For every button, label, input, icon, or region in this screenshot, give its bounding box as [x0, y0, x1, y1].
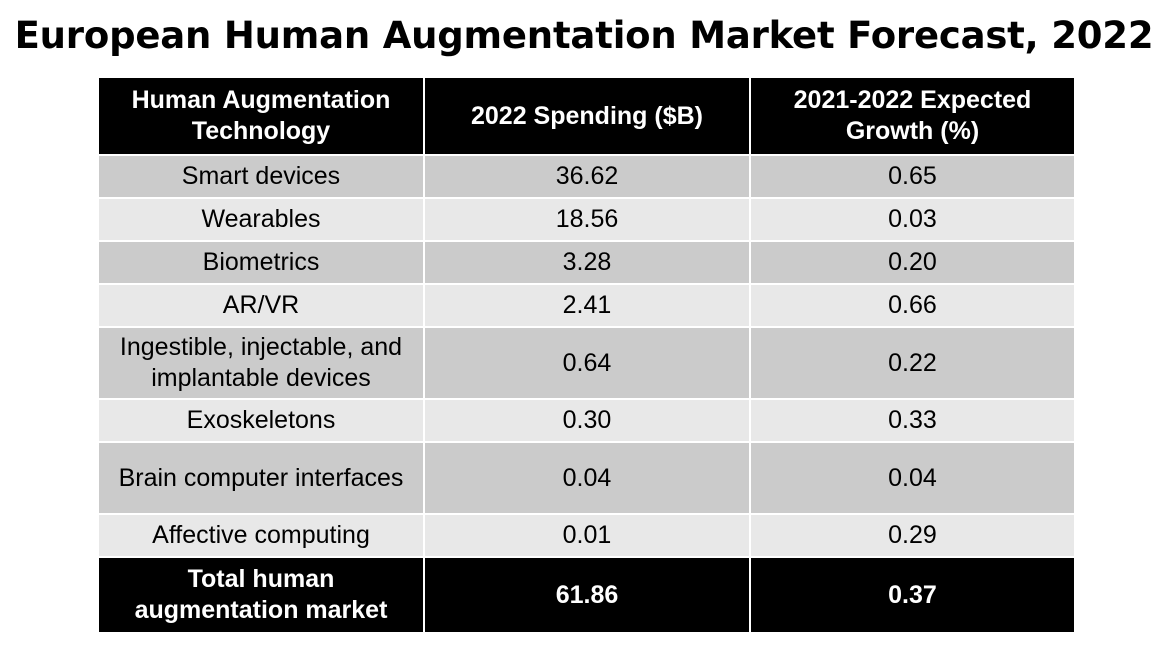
table-row: Brain computer interfaces 0.04 0.04: [97, 441, 1076, 515]
header-spending: 2022 Spending ($B): [423, 76, 751, 156]
technology-cell: Smart devices: [97, 154, 425, 199]
technology-cell: Exoskeletons: [97, 398, 425, 443]
growth-cell: 0.22: [749, 326, 1076, 400]
technology-cell: Brain computer interfaces: [97, 441, 425, 515]
spending-cell: 0.04: [423, 441, 751, 515]
growth-cell: 0.04: [749, 441, 1076, 515]
total-growth-cell: 0.37: [749, 556, 1076, 634]
spending-cell: 36.62: [423, 154, 751, 199]
chart-title: European Human Augmentation Market Forec…: [14, 14, 1154, 57]
technology-cell: AR/VR: [97, 283, 425, 328]
total-label-cell: Total human augmentation market: [97, 556, 425, 634]
table-row: Smart devices 36.62 0.65: [97, 154, 1076, 199]
spending-cell: 3.28: [423, 240, 751, 285]
total-row: Total human augmentation market 61.86 0.…: [97, 556, 1076, 634]
technology-cell: Ingestible, injectable, and implantable …: [97, 326, 425, 400]
growth-cell: 0.29: [749, 513, 1076, 558]
forecast-table: Human Augmentation Technology 2022 Spend…: [97, 76, 1076, 634]
table-row: Exoskeletons 0.30 0.33: [97, 398, 1076, 443]
table-row: Biometrics 3.28 0.20: [97, 240, 1076, 285]
header-technology: Human Augmentation Technology: [97, 76, 425, 156]
technology-cell: Affective computing: [97, 513, 425, 558]
header-row: Human Augmentation Technology 2022 Spend…: [97, 76, 1076, 156]
table-row: AR/VR 2.41 0.66: [97, 283, 1076, 328]
technology-cell: Wearables: [97, 197, 425, 242]
header-growth: 2021-2022 Expected Growth (%): [749, 76, 1076, 156]
total-spending-cell: 61.86: [423, 556, 751, 634]
growth-cell: 0.65: [749, 154, 1076, 199]
spending-cell: 18.56: [423, 197, 751, 242]
spending-cell: 0.30: [423, 398, 751, 443]
spending-cell: 0.64: [423, 326, 751, 400]
growth-cell: 0.20: [749, 240, 1076, 285]
growth-cell: 0.33: [749, 398, 1076, 443]
growth-cell: 0.03: [749, 197, 1076, 242]
spending-cell: 2.41: [423, 283, 751, 328]
table-row: Affective computing 0.01 0.29: [97, 513, 1076, 558]
technology-cell: Biometrics: [97, 240, 425, 285]
spending-cell: 0.01: [423, 513, 751, 558]
growth-cell: 0.66: [749, 283, 1076, 328]
table-row: Ingestible, injectable, and implantable …: [97, 326, 1076, 400]
table-row: Wearables 18.56 0.03: [97, 197, 1076, 242]
